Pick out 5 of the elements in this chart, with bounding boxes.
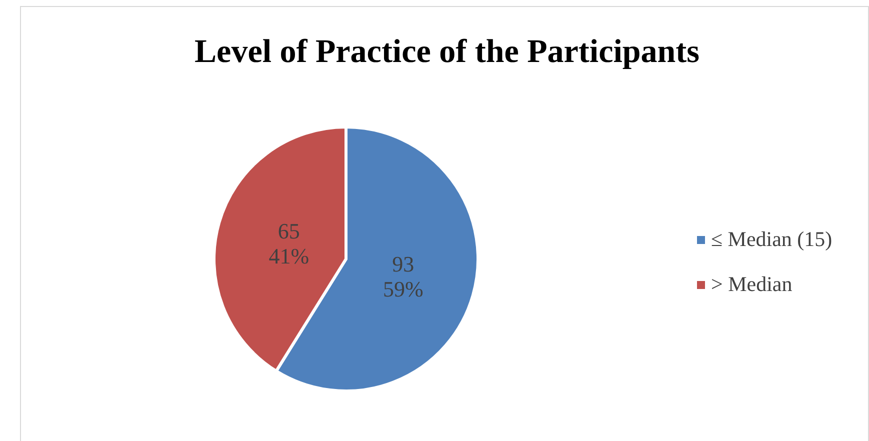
chart-title: Level of Practice of the Participants: [194, 34, 700, 70]
data-label: 93 59%: [382, 251, 424, 302]
data-label: 65 41%: [268, 218, 310, 269]
legend-label: ≤ Median (15): [711, 227, 832, 251]
legend-label: > Median: [711, 272, 793, 296]
